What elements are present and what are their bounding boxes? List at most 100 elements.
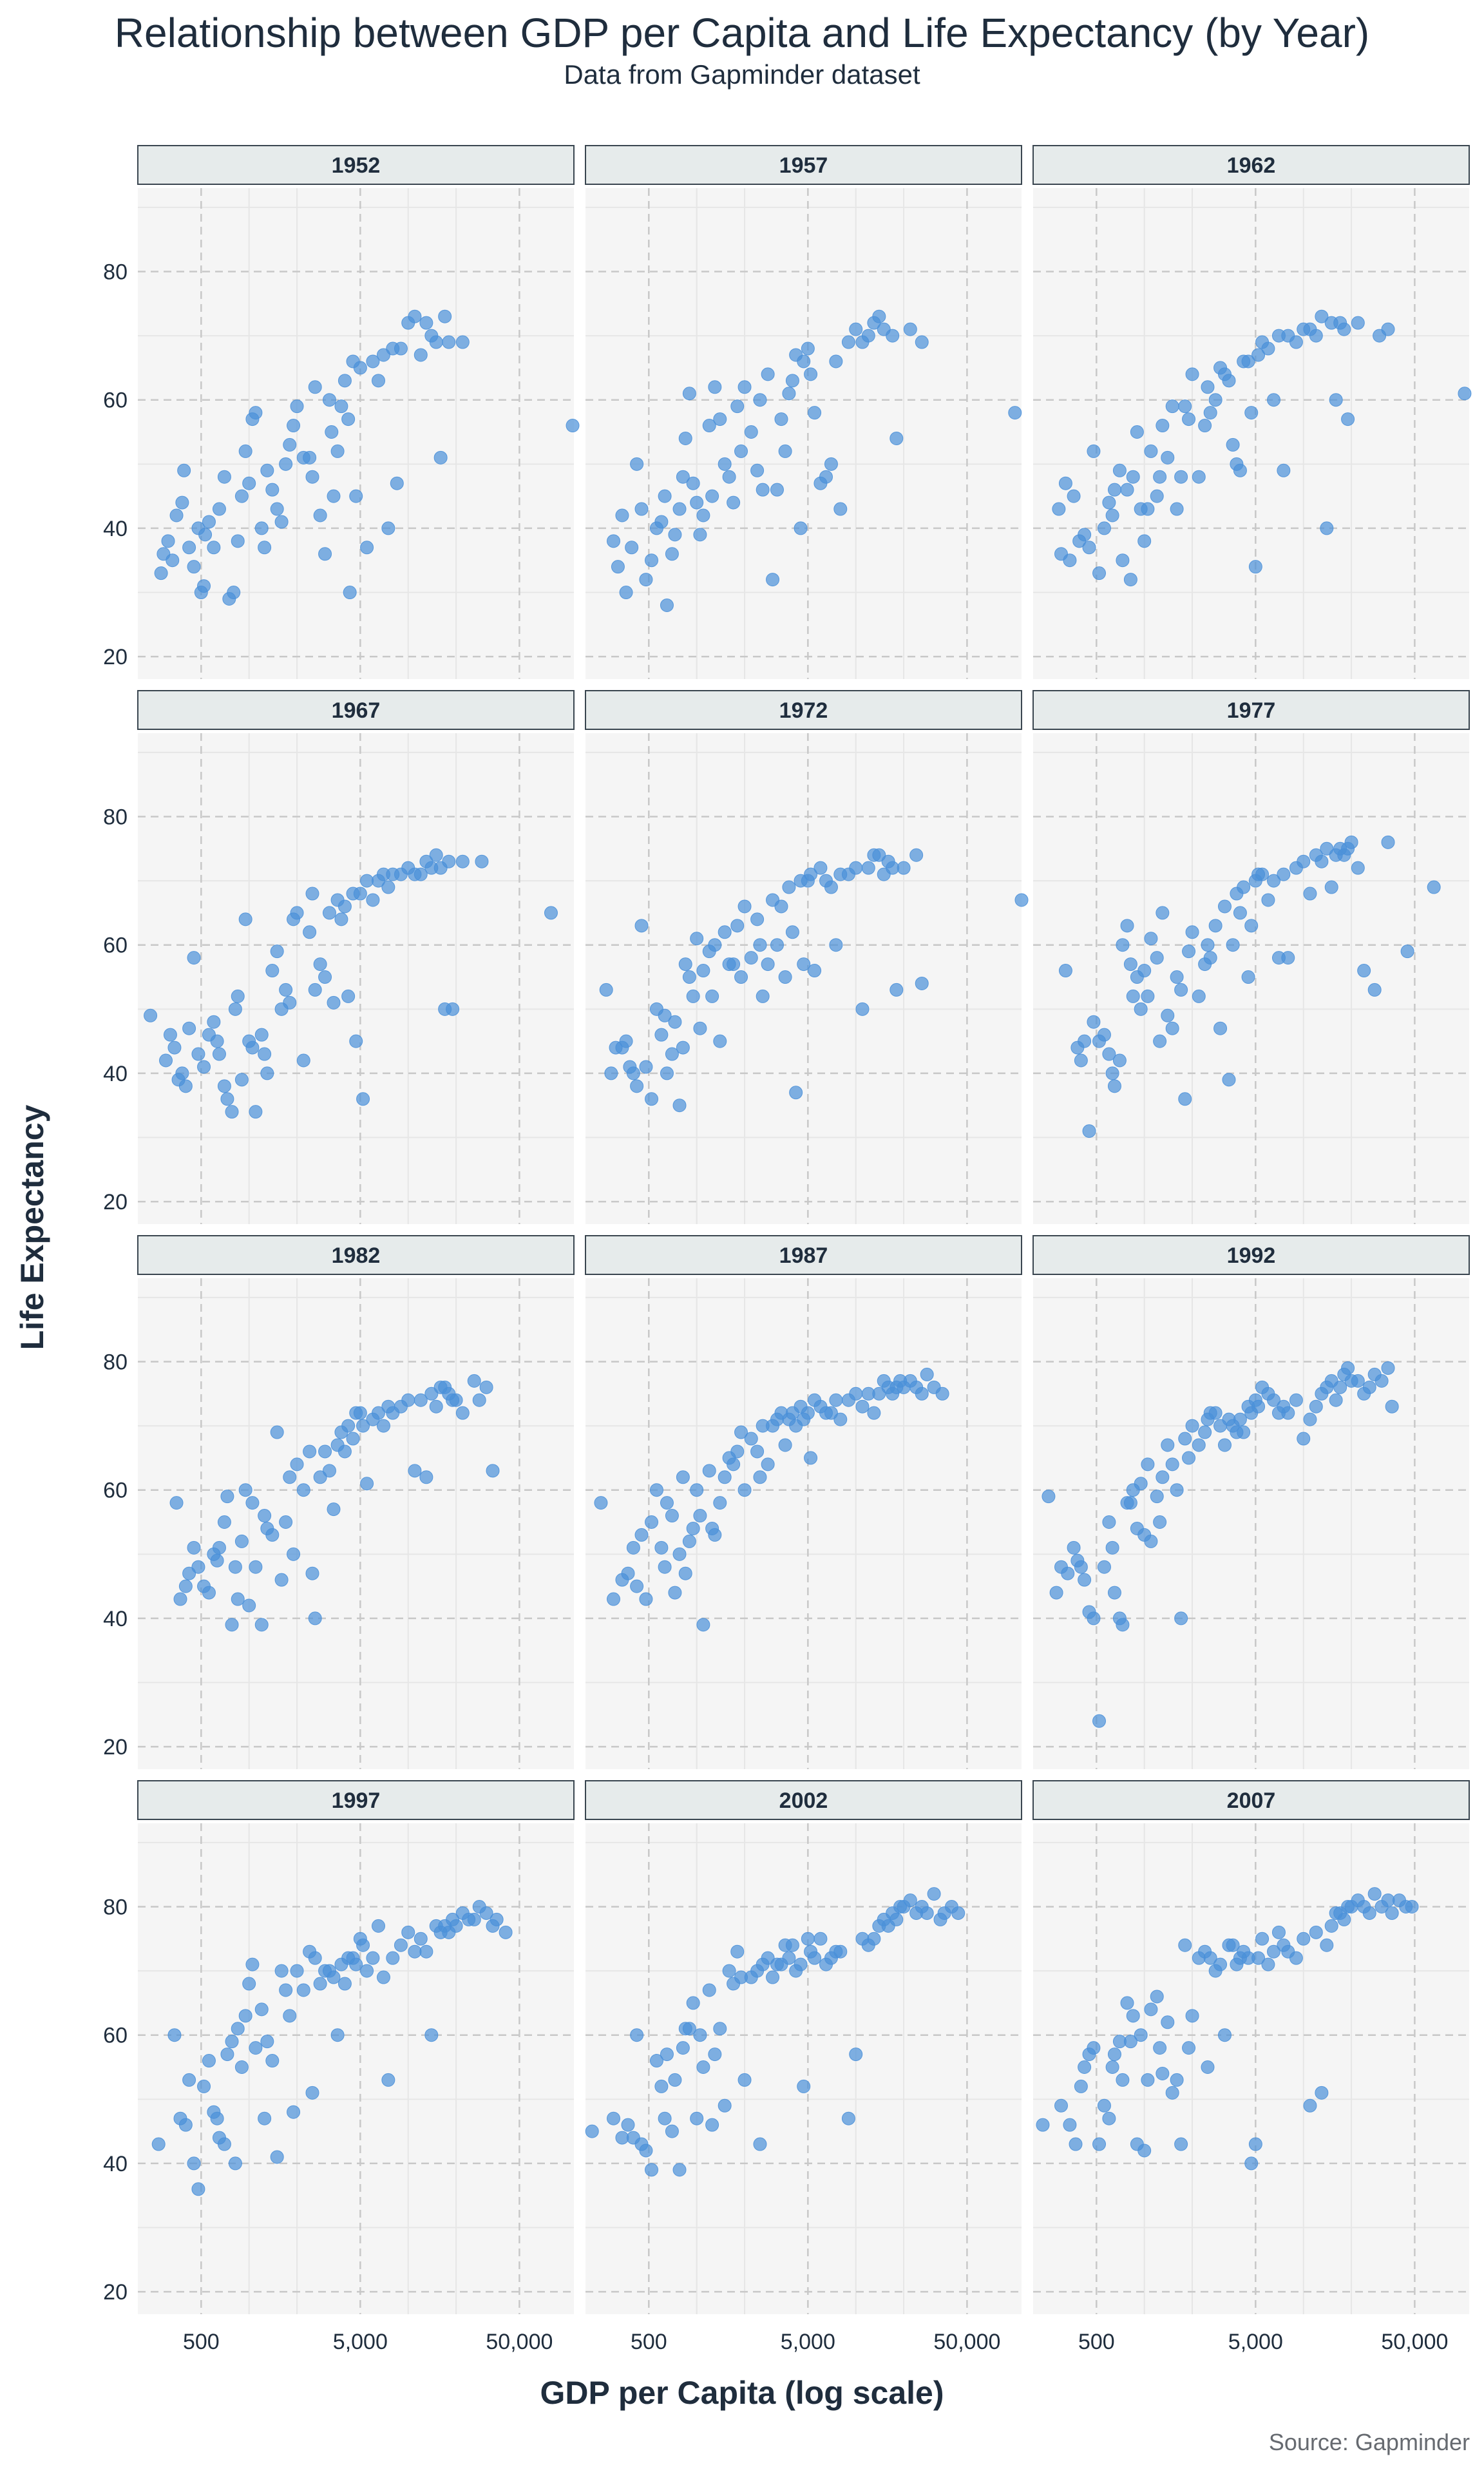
data-point: [672, 502, 687, 516]
data-point: [849, 861, 863, 875]
data-point: [690, 1483, 704, 1497]
data-point: [1170, 2073, 1184, 2087]
data-point: [366, 893, 380, 907]
data-point: [225, 2035, 239, 2049]
data-point: [737, 2073, 752, 2087]
chart-title: Relationship between GDP per Capita and …: [114, 10, 1370, 56]
data-point: [750, 463, 765, 477]
data-point: [1255, 867, 1270, 881]
data-point: [234, 489, 249, 503]
data-point: [290, 1457, 304, 1472]
data-point: [197, 579, 211, 593]
data-point: [665, 1509, 679, 1523]
data-point: [889, 983, 904, 997]
data-point: [386, 1951, 400, 1965]
data-point: [1241, 970, 1255, 984]
data-point: [290, 906, 304, 920]
y-tick-label: 80: [103, 1895, 128, 1919]
data-point: [1297, 854, 1311, 868]
data-point: [1400, 945, 1414, 959]
data-point: [279, 457, 293, 471]
data-point: [390, 476, 404, 490]
data-point: [408, 309, 422, 323]
data-point: [433, 450, 448, 465]
data-point: [1102, 1047, 1116, 1061]
y-tick-label: 60: [103, 934, 128, 958]
data-point: [207, 541, 221, 555]
data-point: [408, 1944, 422, 1959]
data-point: [708, 1528, 722, 1542]
data-point: [1102, 1515, 1116, 1529]
data-point: [801, 1932, 815, 1946]
data-point: [645, 1515, 659, 1529]
data-point: [154, 566, 168, 580]
data-point: [737, 899, 752, 914]
data-point: [1267, 1944, 1281, 1959]
data-point: [270, 502, 284, 516]
data-point: [305, 2086, 319, 2100]
data-point: [1174, 1611, 1188, 1625]
data-point: [1165, 1021, 1179, 1035]
data-point: [1226, 437, 1240, 452]
data-point: [353, 361, 367, 375]
data-point: [1052, 502, 1066, 516]
data-point: [231, 989, 245, 1003]
data-point: [607, 534, 621, 548]
data-point: [1244, 919, 1259, 933]
data-point: [1150, 1490, 1164, 1504]
data-point: [1036, 2118, 1050, 2132]
data-point: [258, 1509, 272, 1523]
data-point: [1134, 1477, 1148, 1491]
data-point: [693, 2028, 707, 2042]
facet-strip-label: 1982: [332, 1243, 381, 1268]
data-point: [178, 1079, 193, 1093]
data-point: [730, 1944, 745, 1959]
panel-background: [585, 1278, 1022, 1769]
panel-background: [138, 188, 574, 679]
data-point: [872, 1386, 886, 1401]
data-point: [833, 1944, 848, 1959]
data-point: [360, 541, 374, 555]
data-point: [797, 354, 811, 369]
data-point: [1178, 399, 1192, 414]
data-point: [1105, 508, 1119, 523]
data-point: [182, 1566, 196, 1580]
data-point: [829, 938, 843, 952]
data-point: [808, 964, 822, 978]
data-point: [472, 1393, 486, 1407]
data-point: [360, 874, 374, 888]
data-point: [665, 547, 679, 561]
data-point: [1297, 1432, 1311, 1446]
data-point: [1074, 2079, 1088, 2093]
data-point: [1251, 1951, 1266, 1965]
data-point: [649, 2054, 663, 2068]
data-point: [217, 1515, 231, 1529]
y-tick-label: 60: [103, 2024, 128, 2048]
data-point: [785, 1938, 799, 1952]
data-point: [619, 586, 633, 600]
data-point: [414, 1393, 428, 1407]
data-point: [258, 2111, 272, 2125]
data-point: [718, 2098, 732, 2113]
data-point: [804, 867, 818, 881]
data-point: [1112, 1053, 1127, 1068]
data-point: [730, 919, 745, 933]
data-point: [1458, 387, 1472, 401]
data-point: [897, 861, 911, 875]
data-point: [668, 528, 682, 542]
facet-strip: [585, 1780, 1022, 1820]
data-point: [178, 2118, 193, 2132]
data-point: [254, 1618, 269, 1632]
data-point: [349, 1034, 363, 1048]
data-point: [1150, 951, 1164, 965]
data-point: [175, 1066, 189, 1080]
data-point: [889, 431, 904, 445]
panel-background: [138, 733, 574, 1224]
data-point: [686, 476, 700, 490]
data-point: [449, 1393, 463, 1407]
data-point: [708, 380, 722, 394]
data-point: [682, 1534, 696, 1548]
data-point: [1105, 1540, 1119, 1555]
x-axis-label: GDP per Capita (log scale): [540, 2375, 944, 2411]
data-point: [343, 586, 357, 600]
